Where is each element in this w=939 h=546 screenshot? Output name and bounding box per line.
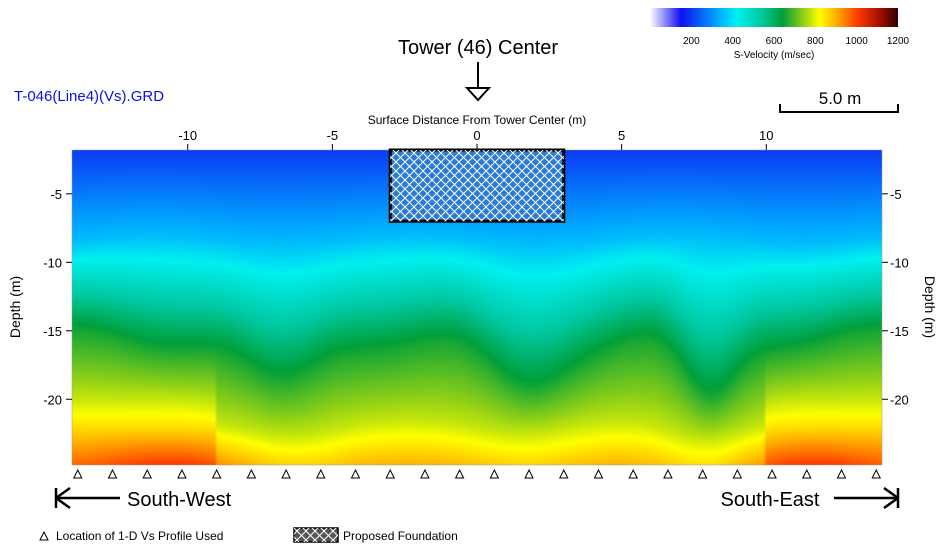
- chart-title: Tower (46) Center: [398, 37, 558, 59]
- colorbar-label: S-Velocity (m/sec): [734, 50, 815, 61]
- y-tick-label-left: -20: [43, 392, 62, 407]
- profile-location-marker: [767, 468, 777, 479]
- profile-location-marker: [558, 468, 569, 479]
- profile-location-marker: [177, 468, 187, 479]
- profile-location-marker: [801, 468, 812, 479]
- colorbar-tick-label: 200: [683, 36, 700, 47]
- profile-location-marker: [350, 468, 361, 479]
- direction-left-label: South-West: [127, 489, 232, 511]
- profile-location-marker: [142, 468, 153, 479]
- scale-bar-label: 5.0 m: [819, 89, 862, 108]
- profile-location-marker: [72, 468, 83, 479]
- y-axis-title-right: Depth (m): [922, 276, 938, 338]
- profile-location-marker: [663, 468, 673, 479]
- profile-location-marker: [593, 468, 604, 479]
- profile-location-marker: [107, 468, 118, 479]
- direction-right-label: South-East: [721, 489, 820, 511]
- x-tick-label: 0: [473, 128, 480, 143]
- colorbar-ticks: 200 400 600 800 1000 1200: [683, 36, 910, 47]
- x-tick-label: -10: [178, 128, 197, 143]
- x-axis-ticks: -10 -5 0 5 10: [178, 128, 774, 150]
- y-tick-label-right: -10: [890, 255, 909, 270]
- legend-crosshatch-label: Proposed Foundation: [343, 529, 458, 543]
- profile-location-marker: [489, 468, 500, 479]
- x-tick-label: 10: [759, 128, 773, 143]
- x-tick-label: 5: [618, 128, 625, 143]
- profile-location-marker: [732, 468, 743, 479]
- colorbar: 200 400 600 800 1000 1200 S-Velocity (m/sec): [650, 8, 910, 61]
- profile-location-marker: [697, 468, 708, 479]
- grid-file-label: T-046(Line4)(Vs).GRD: [14, 88, 164, 105]
- profile-location-marker: [454, 468, 465, 479]
- profile-location-marker: [420, 468, 430, 479]
- profile-location-marker: [871, 468, 882, 479]
- colorbar-tick-label: 800: [807, 36, 824, 47]
- colorbar-tick-label: 1000: [846, 36, 869, 47]
- y-tick-label-left: -10: [43, 255, 62, 270]
- legend-triangle-icon: [39, 530, 49, 541]
- profile-locations: [72, 468, 882, 479]
- profile-location-marker: [628, 468, 639, 479]
- tower-center-arrow: [464, 62, 492, 102]
- y-tick-label-left: -15: [43, 324, 62, 339]
- scale-bar: 5.0 m: [779, 89, 899, 113]
- proposed-foundation-hatch: [390, 150, 564, 222]
- profile-location-marker: [246, 468, 257, 479]
- profile-location-marker: [836, 468, 847, 479]
- colorbar-tick-label: 1200: [887, 36, 910, 47]
- direction-left: South-West: [54, 486, 232, 511]
- y-tick-label-right: -15: [890, 324, 909, 339]
- profile-location-marker: [211, 468, 222, 479]
- direction-right: South-East: [721, 486, 900, 511]
- profile-location-marker: [315, 468, 326, 479]
- plot-area: [71, 148, 883, 466]
- profile-location-marker: [281, 468, 291, 479]
- y-tick-label-right: -5: [890, 187, 902, 202]
- x-axis-title: Surface Distance From Tower Center (m): [368, 113, 587, 127]
- colorbar-tick-label: 400: [724, 36, 741, 47]
- legend: Location of 1-D Vs Profile Used Proposed…: [39, 527, 458, 543]
- profile-location-marker: [385, 468, 396, 479]
- legend-crosshatch-fill: [294, 528, 338, 542]
- y-axis-ticks-right: -5 -10 -15 -20: [882, 187, 909, 407]
- y-axis-ticks-left: -5 -10 -15 -20: [43, 187, 72, 407]
- y-tick-label-left: -5: [50, 187, 62, 202]
- x-tick-label: -5: [327, 128, 339, 143]
- y-axis-title-left: Depth (m): [7, 276, 23, 338]
- colorbar-swatch: [650, 8, 898, 27]
- legend-triangle-label: Location of 1-D Vs Profile Used: [56, 529, 223, 543]
- y-tick-label-right: -20: [890, 392, 909, 407]
- profile-location-marker: [524, 468, 534, 479]
- colorbar-tick-label: 600: [766, 36, 783, 47]
